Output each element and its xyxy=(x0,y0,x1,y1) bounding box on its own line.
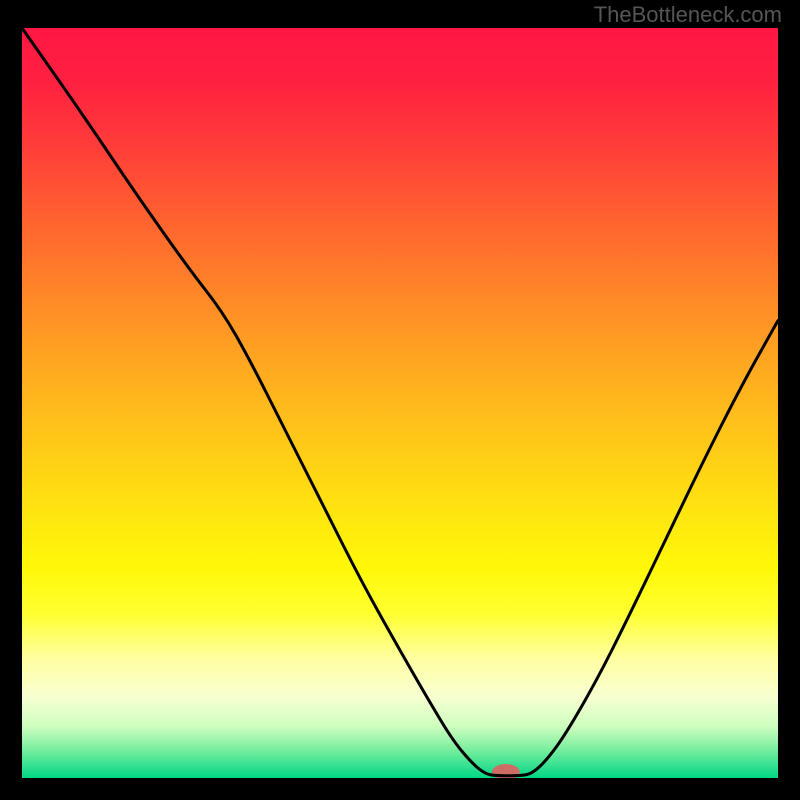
watermark: TheBottleneck.com xyxy=(594,2,782,28)
bottleneck-chart xyxy=(22,28,778,778)
chart-svg xyxy=(22,28,778,778)
chart-background xyxy=(22,28,778,778)
